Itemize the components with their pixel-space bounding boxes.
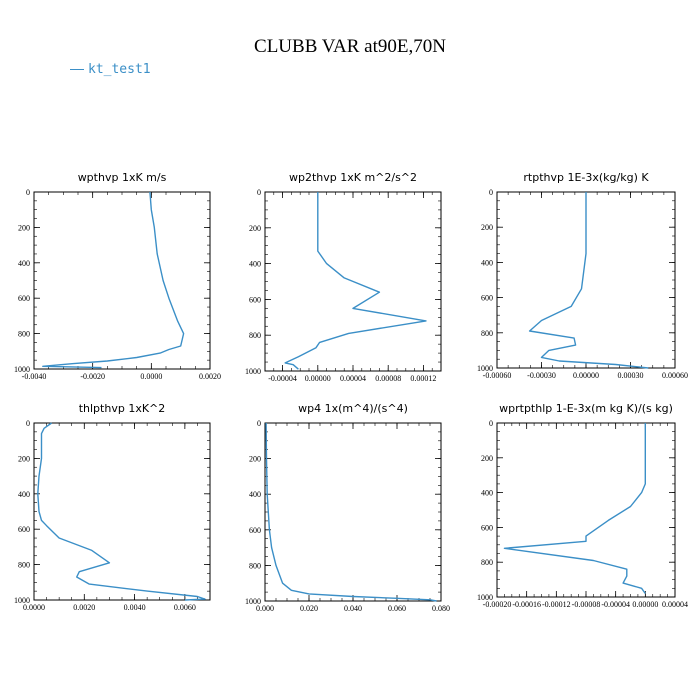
y-tick-label: 600 (249, 295, 261, 304)
x-tick-label: -0.00060 (483, 371, 512, 380)
series-line-kt_test1 (42, 191, 185, 369)
y-tick-label: 0 (257, 188, 261, 197)
x-tick-label: 0.00000 (632, 600, 658, 609)
y-tick-label: 800 (249, 561, 261, 570)
y-tick-label: 400 (481, 489, 493, 498)
y-tick-label: 400 (249, 260, 261, 269)
panel-title: wpthvp 1xK m/s (78, 171, 167, 184)
legend-label: kt_test1 (88, 62, 151, 77)
x-tick-label: 0.020 (300, 604, 318, 613)
x-tick-label: -0.00030 (527, 371, 556, 380)
plot-frame (496, 422, 676, 598)
y-tick-label: 600 (18, 294, 30, 303)
series-line-kt_test1 (265, 422, 437, 602)
y-tick-label: 600 (481, 523, 493, 532)
x-tick-label: -0.0040 (22, 372, 47, 381)
x-tick-label: -0.00016 (512, 600, 541, 609)
y-tick-label: 0 (489, 188, 493, 197)
x-tick-label: 0.00030 (618, 371, 644, 380)
x-tick-label: 0.00012 (410, 374, 436, 383)
x-tick-label: 0.040 (344, 604, 362, 613)
x-tick-label: 0.080 (432, 604, 450, 613)
plot-frame (33, 422, 211, 601)
panel-5: wp4 1x(m^4)/(s^4) 0.000 0.020 0.040 0.060 0.0… (245, 402, 450, 613)
y-tick-label: 800 (18, 561, 30, 570)
y-tick-label: 1000 (14, 596, 30, 605)
y-tick-label: 0 (489, 419, 493, 428)
panel-title: thlpthvp 1xK^2 (79, 402, 166, 415)
y-tick-label: 200 (481, 223, 493, 232)
y-tick-label: 800 (18, 330, 30, 339)
y-tick-label: 200 (18, 454, 30, 463)
y-tick-label: 600 (481, 294, 493, 303)
plot-frame (264, 422, 442, 602)
y-tick-label: 800 (249, 331, 261, 340)
x-tick-label: 0.00000 (305, 374, 331, 383)
y-tick-label: 800 (481, 558, 493, 567)
panel-title: wp4 1x(m^4)/(s^4) (298, 402, 408, 415)
x-tick-label: -0.00008 (572, 600, 601, 609)
y-tick-label: 400 (18, 259, 30, 268)
panel-6: wprtpthlp 1-E-3x(m kg K)/(s kg)-0.00020-… (477, 402, 688, 609)
y-tick-label: 200 (18, 223, 30, 232)
y-tick-label: 400 (18, 490, 30, 499)
y-tick-label: 600 (249, 526, 261, 535)
panel-title: wp2thvp 1xK m^2/s^2 (289, 171, 417, 184)
x-tick-label: 0.0020 (199, 372, 221, 381)
x-tick-label: 0.060 (388, 604, 406, 613)
page-title: CLUBB VAR at90E,70N (254, 36, 446, 57)
x-tick-label: 0.0020 (73, 603, 95, 612)
y-tick-label: 200 (481, 454, 493, 463)
x-tick-label: 0.00000 (573, 371, 599, 380)
x-tick-label: -0.00004 (268, 374, 297, 383)
x-tick-label: -0.00020 (483, 600, 512, 609)
x-tick-label: 0.0000 (140, 372, 162, 381)
panel-4: thlpthvp 1xK^2 0.0000 0.0020 0.0040 0.0060 0 2… (14, 402, 211, 612)
y-tick-label: 1000 (477, 364, 493, 373)
x-tick-label: 0.0040 (124, 603, 146, 612)
y-tick-label: 800 (481, 329, 493, 338)
y-tick-label: 400 (481, 258, 493, 267)
y-tick-label: 400 (249, 490, 261, 499)
x-tick-label: 0.000 (256, 604, 274, 613)
y-tick-label: 1000 (477, 593, 493, 602)
panel-title: wprtpthlp 1-E-3x(m kg K)/(s kg) (499, 402, 673, 415)
y-tick-label: 200 (249, 224, 261, 233)
panel-title: rtpthvp 1E-3x(kg/kg) K (523, 171, 649, 184)
series-line-kt_test1 (503, 423, 646, 594)
legend-line-icon (70, 69, 84, 70)
series-line-kt_test1 (528, 192, 649, 369)
legend: kt_test1 (70, 62, 151, 77)
y-tick-label: 0 (257, 419, 261, 428)
y-tick-label: 0 (26, 188, 30, 197)
panel-3: rtpthvp 1E-3x(kg/kg) K -0.00060 -0.00030 0.… (477, 171, 688, 380)
y-tick-label: 1000 (14, 365, 30, 374)
panel-2: wp2thvp 1xK m^2/s^2 -0.00004 0.00000 0.0000… (245, 171, 442, 383)
x-tick-label: 0.00060 (662, 371, 688, 380)
x-tick-label: 0.00004 (662, 600, 688, 609)
x-tick-label: 0.0000 (23, 603, 45, 612)
x-tick-label: 0.00004 (340, 374, 366, 383)
y-tick-label: 600 (18, 525, 30, 534)
x-tick-label: -0.00004 (601, 600, 630, 609)
y-tick-label: 0 (26, 419, 30, 428)
x-tick-label: 0.00008 (375, 374, 401, 383)
y-tick-label: 200 (249, 455, 261, 464)
series-line-kt_test1 (37, 422, 206, 601)
plot-frame (33, 191, 211, 370)
x-tick-label: -0.0020 (80, 372, 105, 381)
panel-1: wpthvp 1xK m/s -0.0040 -0.0020 0.0000 0.0020… (14, 171, 221, 381)
y-tick-label: 1000 (245, 367, 261, 376)
series-line-kt_test1 (284, 192, 427, 370)
y-tick-label: 1000 (245, 597, 261, 606)
x-tick-label: 0.0060 (174, 603, 196, 612)
x-tick-label: -0.00012 (542, 600, 571, 609)
